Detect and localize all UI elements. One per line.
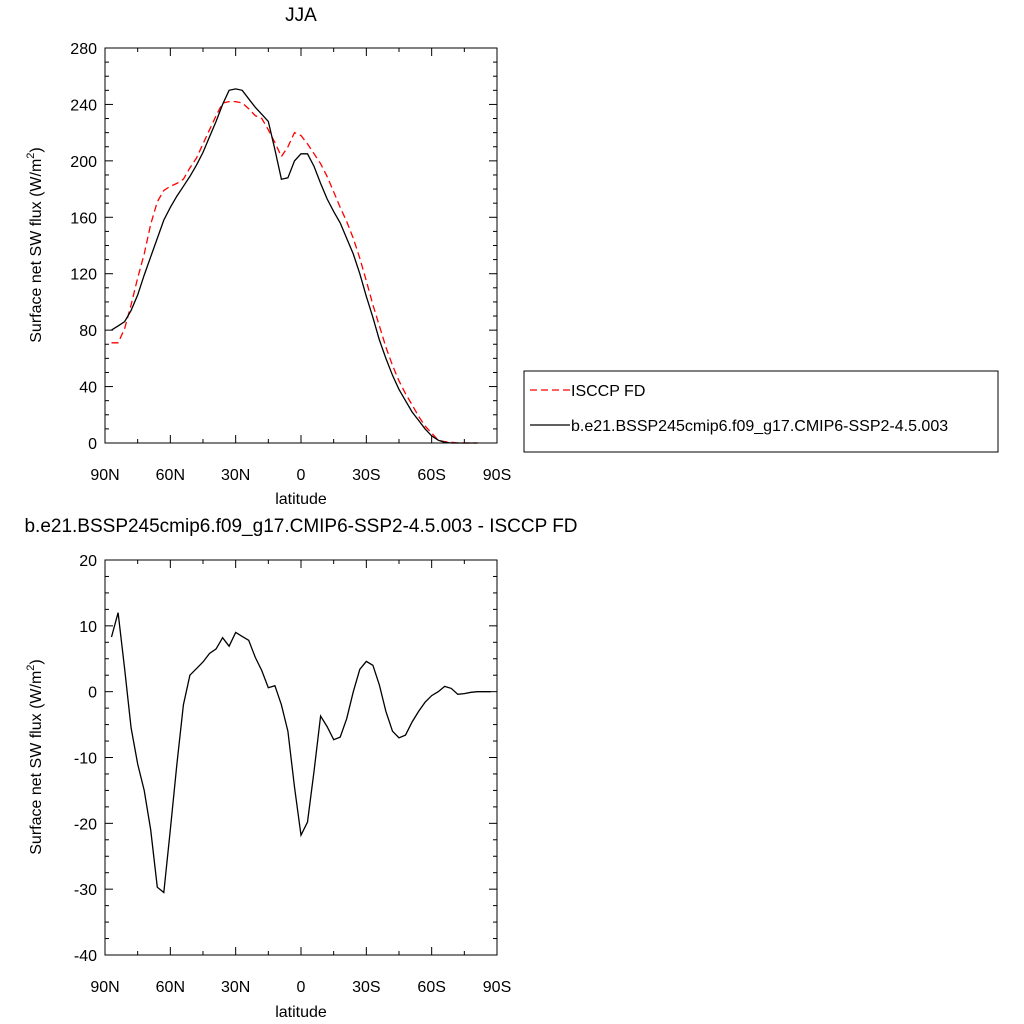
bottom-x-tick-label: 0 [297,979,306,996]
bottom-y-tick-label: -10 [74,751,97,768]
bottom-x-tick-label: 60S [417,979,445,996]
top-x-tick-label: 90N [90,467,119,484]
bottom-y-tick-label: -40 [74,948,97,965]
top-y-tick-label: 80 [79,323,97,340]
top-plot-frame [104,47,498,444]
top-x-tick-label: 60N [156,467,185,484]
top-x-tick-label: 60S [417,467,445,484]
bottom-plot-area: 90N 60N 30N 0 30S 60S 90S -40 -30 -20 -10 0 10 20 [74,553,511,996]
top-x-tick-label: 30S [352,467,380,484]
bottom-y-axis-label-superscript: 2 [25,665,37,671]
bottom-y-tick-label: -20 [74,816,97,833]
top-y-tick-label: 120 [70,267,97,284]
bottom-y-axis-label: Surface net SW flux (W/m2) [25,659,45,855]
top-y-tick-label: 0 [88,436,97,453]
bottom-x-tick-label: 60N [156,979,185,996]
top-chart-title: JJA [285,5,317,26]
bottom-x-tick-label: 90N [90,979,119,996]
top-y-axis-label-main: Surface net SW flux (W/m [28,159,45,343]
bottom-x-axis-label: latitude [275,1004,327,1021]
top-chart: JJA 90N 60N 30N 0 30S 60S 90S 0 40 80 120 160 200 240… [25,5,511,508]
top-y-axis-label: Surface net SW flux (W/m2) [25,147,45,343]
legend: ISCCP FD b.e21.BSSP245cmip6.f09_g17.CMIP… [523,370,999,453]
bottom-y-tick-label: -30 [74,882,97,899]
bottom-y-tick-label: 20 [79,553,97,570]
bottom-chart: b.e21.BSSP245cmip6.f09_g17.CMIP6-SSP2-4.… [24,516,577,1021]
bottom-x-tick-label: 30S [352,979,380,996]
top-y-tick-label: 280 [70,41,97,58]
bottom-series-model-line [110,612,491,894]
legend-label-isccp-fd: ISCCP FD [571,383,645,400]
bottom-y-axis-label-main: Surface net SW flux (W/m [28,671,45,855]
top-y-axis-label-close: ) [28,147,45,152]
top-y-tick-label: 40 [79,380,97,397]
top-x-tick-label: 30N [221,467,250,484]
top-y-axis-label-superscript: 2 [25,153,37,159]
legend-label-model: b.e21.BSSP245cmip6.f09_g17.CMIP6-SSP2-4.… [571,418,948,435]
top-series-isccp-fd-line [111,100,478,444]
top-y-tick-label: 160 [70,210,97,227]
bottom-y-tick-label: 0 [88,685,97,702]
top-x-axis-label: latitude [275,491,327,508]
top-y-tick-label: 200 [70,154,97,171]
bottom-y-tick-label: 10 [79,619,97,636]
legend-box [523,370,999,453]
bottom-x-tick-label: 30N [221,979,250,996]
bottom-x-tick-label: 90S [483,979,511,996]
bottom-y-axis-label-close: ) [28,659,45,664]
top-series-model-line [111,88,478,444]
top-x-tick-label: 0 [297,467,306,484]
top-y-tick-label: 240 [70,97,97,114]
top-plot-area: 90N 60N 30N 0 30S 60S 90S 0 40 80 120 160 200 240 280 [70,41,511,484]
bottom-chart-title: b.e21.BSSP245cmip6.f09_g17.CMIP6-SSP2-4.… [24,516,577,537]
bottom-plot-frame [104,559,498,956]
top-x-tick-label: 90S [483,467,511,484]
